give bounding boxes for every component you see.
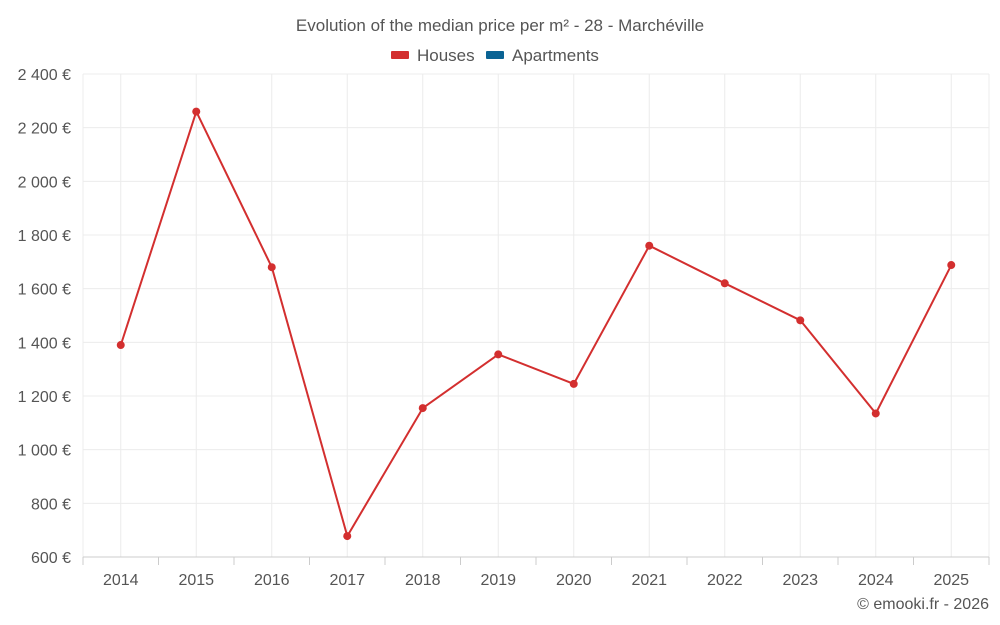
y-tick-label: 1 600 €: [18, 282, 71, 299]
x-tick-label: 2022: [707, 572, 743, 589]
x-tick-label: 2017: [329, 572, 365, 589]
x-tick-label: 2018: [405, 572, 441, 589]
x-axis: 2014 2015 2016 2017 2018 2019 2020 2021 2022 2023…: [82, 556, 990, 589]
x-tick-label: 2014: [103, 572, 139, 589]
y-tick-label: 2 200 €: [18, 121, 71, 138]
x-tick-label: 2020: [556, 572, 592, 589]
legend: Houses Apartments: [391, 46, 599, 65]
chart-title: Evolution of the median price per m² - 2…: [296, 16, 704, 35]
x-tick-label: 2025: [933, 572, 969, 589]
legend-item-apartments[interactable]: Apartments: [486, 46, 599, 65]
legend-item-houses[interactable]: Houses: [391, 46, 475, 65]
y-tick-label: 1 200 €: [18, 389, 71, 406]
y-tick-label: 800 €: [31, 496, 71, 513]
y-axis: 600 € 800 € 1 000 € 1 200 € 1 400 € 1 600 € 1 …: [18, 67, 71, 567]
x-tick-label: 2023: [782, 572, 818, 589]
y-tick-label: 600 €: [31, 550, 71, 567]
data-point[interactable]: [569, 379, 578, 388]
data-point[interactable]: [192, 107, 201, 116]
legend-swatch-houses: [391, 51, 409, 59]
legend-label-houses: Houses: [417, 46, 475, 65]
series-houses: [116, 107, 956, 541]
x-tick-label: 2024: [858, 572, 894, 589]
data-point[interactable]: [418, 404, 427, 413]
x-tick-label: 2015: [178, 572, 214, 589]
data-point[interactable]: [720, 279, 729, 288]
series-line-houses: [119, 110, 953, 538]
y-tick-label: 1 800 €: [18, 228, 71, 245]
data-point[interactable]: [645, 241, 654, 250]
x-tick-label: 2019: [480, 572, 516, 589]
data-point[interactable]: [116, 341, 125, 350]
x-tick-label: 2021: [631, 572, 667, 589]
y-tick-label: 2 400 €: [18, 67, 71, 84]
x-tick-label: 2016: [254, 572, 290, 589]
data-point[interactable]: [871, 409, 880, 418]
legend-swatch-apartments: [486, 51, 504, 59]
data-point[interactable]: [947, 261, 956, 270]
data-point[interactable]: [796, 316, 805, 325]
data-point[interactable]: [494, 350, 503, 359]
legend-label-apartments: Apartments: [512, 46, 599, 65]
gridlines: [82, 73, 990, 557]
y-tick-label: 1 400 €: [18, 335, 71, 352]
data-point[interactable]: [267, 263, 276, 272]
y-tick-label: 2 000 €: [18, 174, 71, 191]
credit-text: © emooki.fr - 2026: [857, 596, 989, 613]
data-point[interactable]: [343, 532, 352, 541]
y-tick-label: 1 000 €: [18, 443, 71, 460]
